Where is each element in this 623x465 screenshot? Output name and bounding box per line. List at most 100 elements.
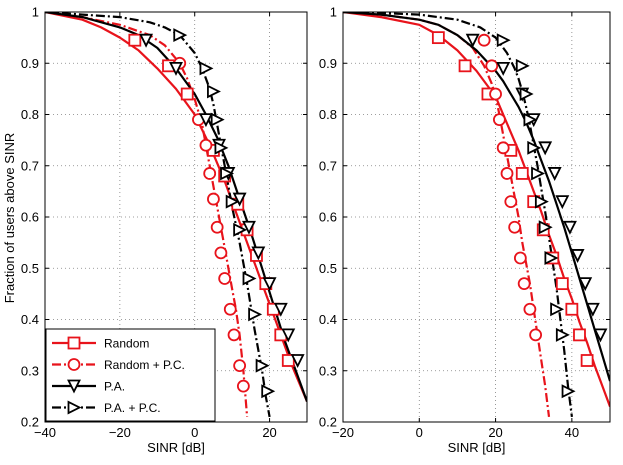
series-2-marker (500, 167, 514, 180)
series-4-marker (220, 166, 235, 181)
series-4-marker (544, 251, 559, 265)
series-1-marker (180, 87, 194, 101)
series-3-marker (232, 192, 247, 207)
series-2-marker (210, 220, 224, 234)
series-4-marker (242, 271, 257, 286)
y-tick-label: 0.8 (319, 107, 337, 122)
series-2-marker (233, 359, 247, 373)
series-3-marker (496, 61, 511, 76)
y-tick-label: 0.5 (21, 261, 39, 276)
series-2-marker (496, 141, 510, 155)
series-3-marker (290, 354, 305, 369)
y-tick-label: 1 (32, 5, 39, 20)
y-tick-label: 0.7 (319, 158, 337, 173)
series-1-marker (565, 302, 579, 316)
series-3-marker (139, 33, 154, 48)
series-4-marker (534, 194, 549, 209)
series-2-marker (489, 87, 502, 101)
series-4-marker (538, 220, 553, 235)
series-3-marker (547, 167, 562, 181)
series-1-marker (128, 33, 142, 47)
series-1-marker (281, 354, 295, 367)
series-4-marker (214, 140, 229, 155)
series-4-marker (248, 307, 263, 322)
series-2-marker (218, 272, 232, 285)
series-4-marker (261, 384, 276, 399)
series-3-marker (593, 328, 608, 343)
x-tick-label: 0 (191, 425, 198, 440)
legend-label-4: P.A. + P.C. (104, 401, 161, 415)
series-4-marker (207, 84, 221, 99)
series-2-marker (529, 328, 543, 342)
y-tick-label: 0.9 (319, 56, 337, 71)
series-3-marker (281, 328, 296, 343)
series-3-marker (538, 141, 553, 156)
series-line-2 (45, 12, 249, 417)
series-3-marker (251, 246, 266, 261)
x-tick-label: 40 (565, 425, 579, 440)
series-2-marker (477, 33, 491, 47)
x-tick-label: 20 (262, 425, 276, 440)
y-tick-label: 0.3 (319, 363, 337, 378)
series-3-marker (585, 302, 600, 317)
series-3-marker (555, 195, 570, 210)
series-4-marker (515, 58, 530, 73)
series-3-marker (242, 220, 256, 235)
series-2-marker (492, 113, 506, 127)
series-4-marker (496, 33, 511, 48)
legend-marker-4 (67, 400, 82, 415)
series-4-marker (255, 358, 270, 373)
y-tick-label: 0.3 (21, 363, 39, 378)
y-tick-label: 0.9 (21, 56, 39, 71)
series-2-marker (513, 251, 527, 265)
series-3-marker (198, 113, 213, 128)
y-tick-label: 0.6 (21, 210, 39, 225)
series-4-marker (173, 28, 188, 43)
series-3-marker (570, 249, 585, 263)
y-tick-label: 0.4 (319, 312, 337, 327)
series-2-marker (485, 59, 499, 73)
x-tick-label: −20 (332, 425, 354, 440)
y-axis-label: Fraction of users above SINR (2, 133, 17, 304)
x-axis-label: SINR [dB] (448, 440, 506, 455)
right-chart-panel: −20 0 20 40 0.2 0.3 0.4 0.5 0.6 0.7 0.8 0.9 1 SINR [d… (319, 5, 611, 455)
series-4-marker (519, 87, 534, 101)
series-line-3 (343, 12, 610, 382)
legend-label-3: P.A. (104, 380, 125, 394)
series-3-marker (169, 61, 183, 76)
series-4-marker (199, 61, 214, 76)
series-line-3 (45, 12, 307, 402)
series-2-marker (199, 138, 213, 152)
series-1-marker (555, 277, 569, 291)
series-1-marker (431, 31, 445, 45)
series-3-marker (562, 220, 577, 235)
series-1-marker (515, 167, 529, 180)
x-tick-label: −40 (34, 425, 56, 440)
legend-marker-1 (67, 336, 81, 350)
y-tick-label: 0.4 (21, 312, 39, 327)
y-tick-label: 0.2 (21, 415, 39, 430)
y-tick-label: 0.8 (21, 107, 39, 122)
series-4-marker (531, 166, 546, 181)
series-1-marker (580, 354, 594, 367)
series-2-marker (508, 220, 522, 234)
series-3-marker (578, 277, 593, 292)
series-2-marker (236, 379, 250, 393)
series-2-marker (223, 302, 237, 316)
y-tick-label: 1 (330, 5, 337, 20)
series-1-marker (458, 59, 472, 73)
y-tick-label: 0.6 (319, 210, 337, 225)
series-4-marker (210, 112, 225, 127)
x-tick-label: 20 (488, 425, 502, 440)
left-chart-panel: −40 −20 0 20 0.2 0.3 0.4 0.5 0.6 0.7 0.8 0.9 1 SINR [… (21, 5, 308, 455)
series-2-marker (214, 246, 228, 260)
x-tick-label: −20 (109, 425, 131, 440)
series-4-marker (555, 327, 570, 342)
y-tick-label: 0.2 (319, 415, 337, 430)
axes: −20 0 20 40 0.2 0.3 0.4 0.5 0.6 0.7 0.8 0.9 1 (319, 5, 610, 440)
series-2-marker (517, 277, 531, 291)
series-4-marker (225, 194, 240, 209)
series-2-marker (227, 328, 241, 342)
series-2-marker (523, 302, 537, 316)
